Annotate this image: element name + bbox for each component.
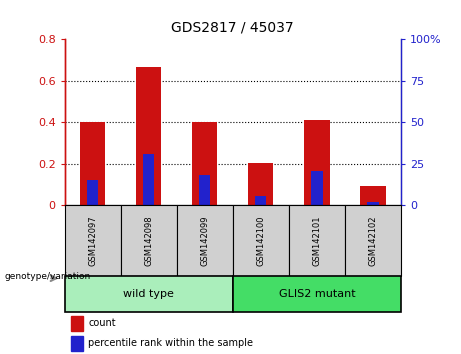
Text: wild type: wild type bbox=[123, 289, 174, 299]
Text: GSM142097: GSM142097 bbox=[88, 215, 97, 266]
Bar bbox=[233, 276, 401, 312]
Bar bbox=[136, 67, 161, 205]
Title: GDS2817 / 45037: GDS2817 / 45037 bbox=[171, 21, 294, 35]
Bar bbox=[71, 336, 83, 350]
Bar bbox=[177, 205, 233, 276]
Bar bbox=[311, 171, 323, 205]
Bar bbox=[87, 181, 98, 205]
Bar bbox=[199, 175, 210, 205]
Bar bbox=[233, 205, 289, 276]
Bar bbox=[80, 122, 105, 205]
Bar bbox=[65, 205, 121, 276]
Text: GSM142098: GSM142098 bbox=[144, 215, 153, 266]
Text: GSM142099: GSM142099 bbox=[200, 216, 209, 266]
Bar bbox=[289, 205, 345, 276]
Text: GLIS2 mutant: GLIS2 mutant bbox=[278, 289, 355, 299]
Text: GSM142100: GSM142100 bbox=[256, 216, 266, 266]
Bar bbox=[361, 185, 386, 205]
Bar bbox=[143, 154, 154, 205]
Bar bbox=[248, 163, 273, 205]
Bar bbox=[345, 205, 401, 276]
Bar bbox=[121, 205, 177, 276]
Text: percentile rank within the sample: percentile rank within the sample bbox=[88, 338, 253, 348]
Bar bbox=[255, 196, 266, 205]
Bar bbox=[71, 316, 83, 331]
Bar bbox=[65, 276, 233, 312]
Text: genotype/variation: genotype/variation bbox=[5, 272, 91, 281]
Text: count: count bbox=[88, 318, 116, 329]
Bar bbox=[192, 122, 218, 205]
Bar bbox=[367, 202, 378, 205]
Bar bbox=[304, 120, 330, 205]
Text: GSM142101: GSM142101 bbox=[313, 216, 321, 266]
Text: GSM142102: GSM142102 bbox=[368, 216, 378, 266]
